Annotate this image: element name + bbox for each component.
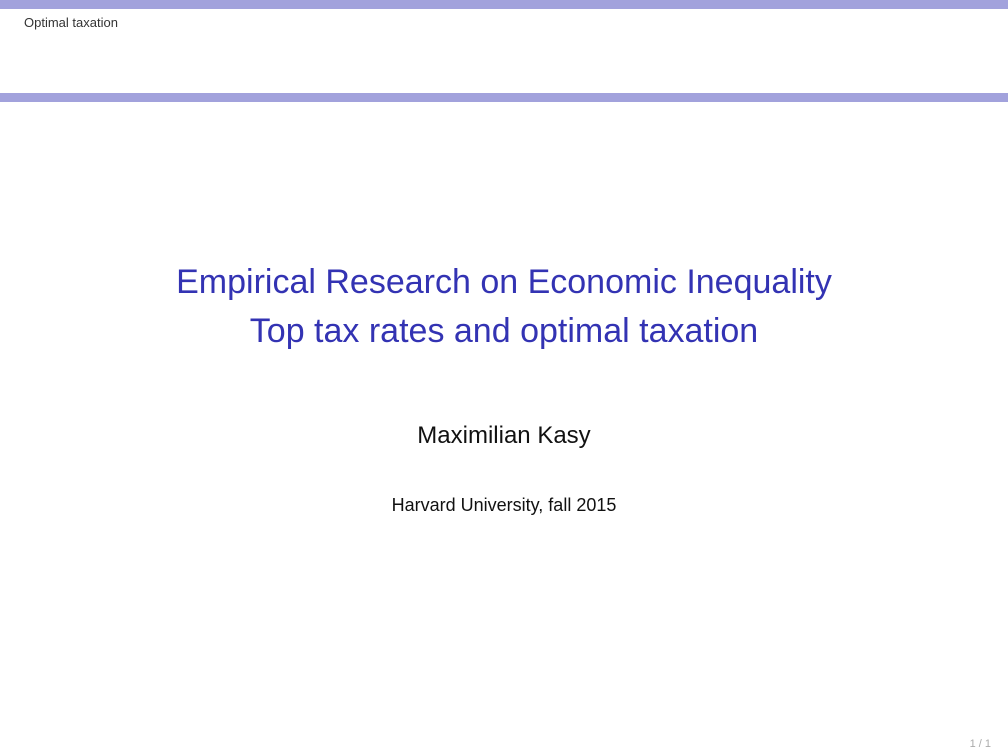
header-bottom-rule bbox=[0, 93, 1008, 102]
header-top-rule bbox=[0, 0, 1008, 9]
institute-line: Harvard University, fall 2015 bbox=[391, 495, 617, 515]
slide-subtitle: Top tax rates and optimal taxation bbox=[249, 312, 759, 350]
page-number: 1 / 1 bbox=[969, 738, 991, 750]
slide-title: Empirical Research on Economic Inequalit… bbox=[176, 263, 832, 301]
author-name: Maximilian Kasy bbox=[417, 422, 591, 449]
section-title: Optimal taxation bbox=[24, 15, 118, 30]
title-block: Empirical Research on Economic Inequalit… bbox=[0, 258, 1008, 356]
